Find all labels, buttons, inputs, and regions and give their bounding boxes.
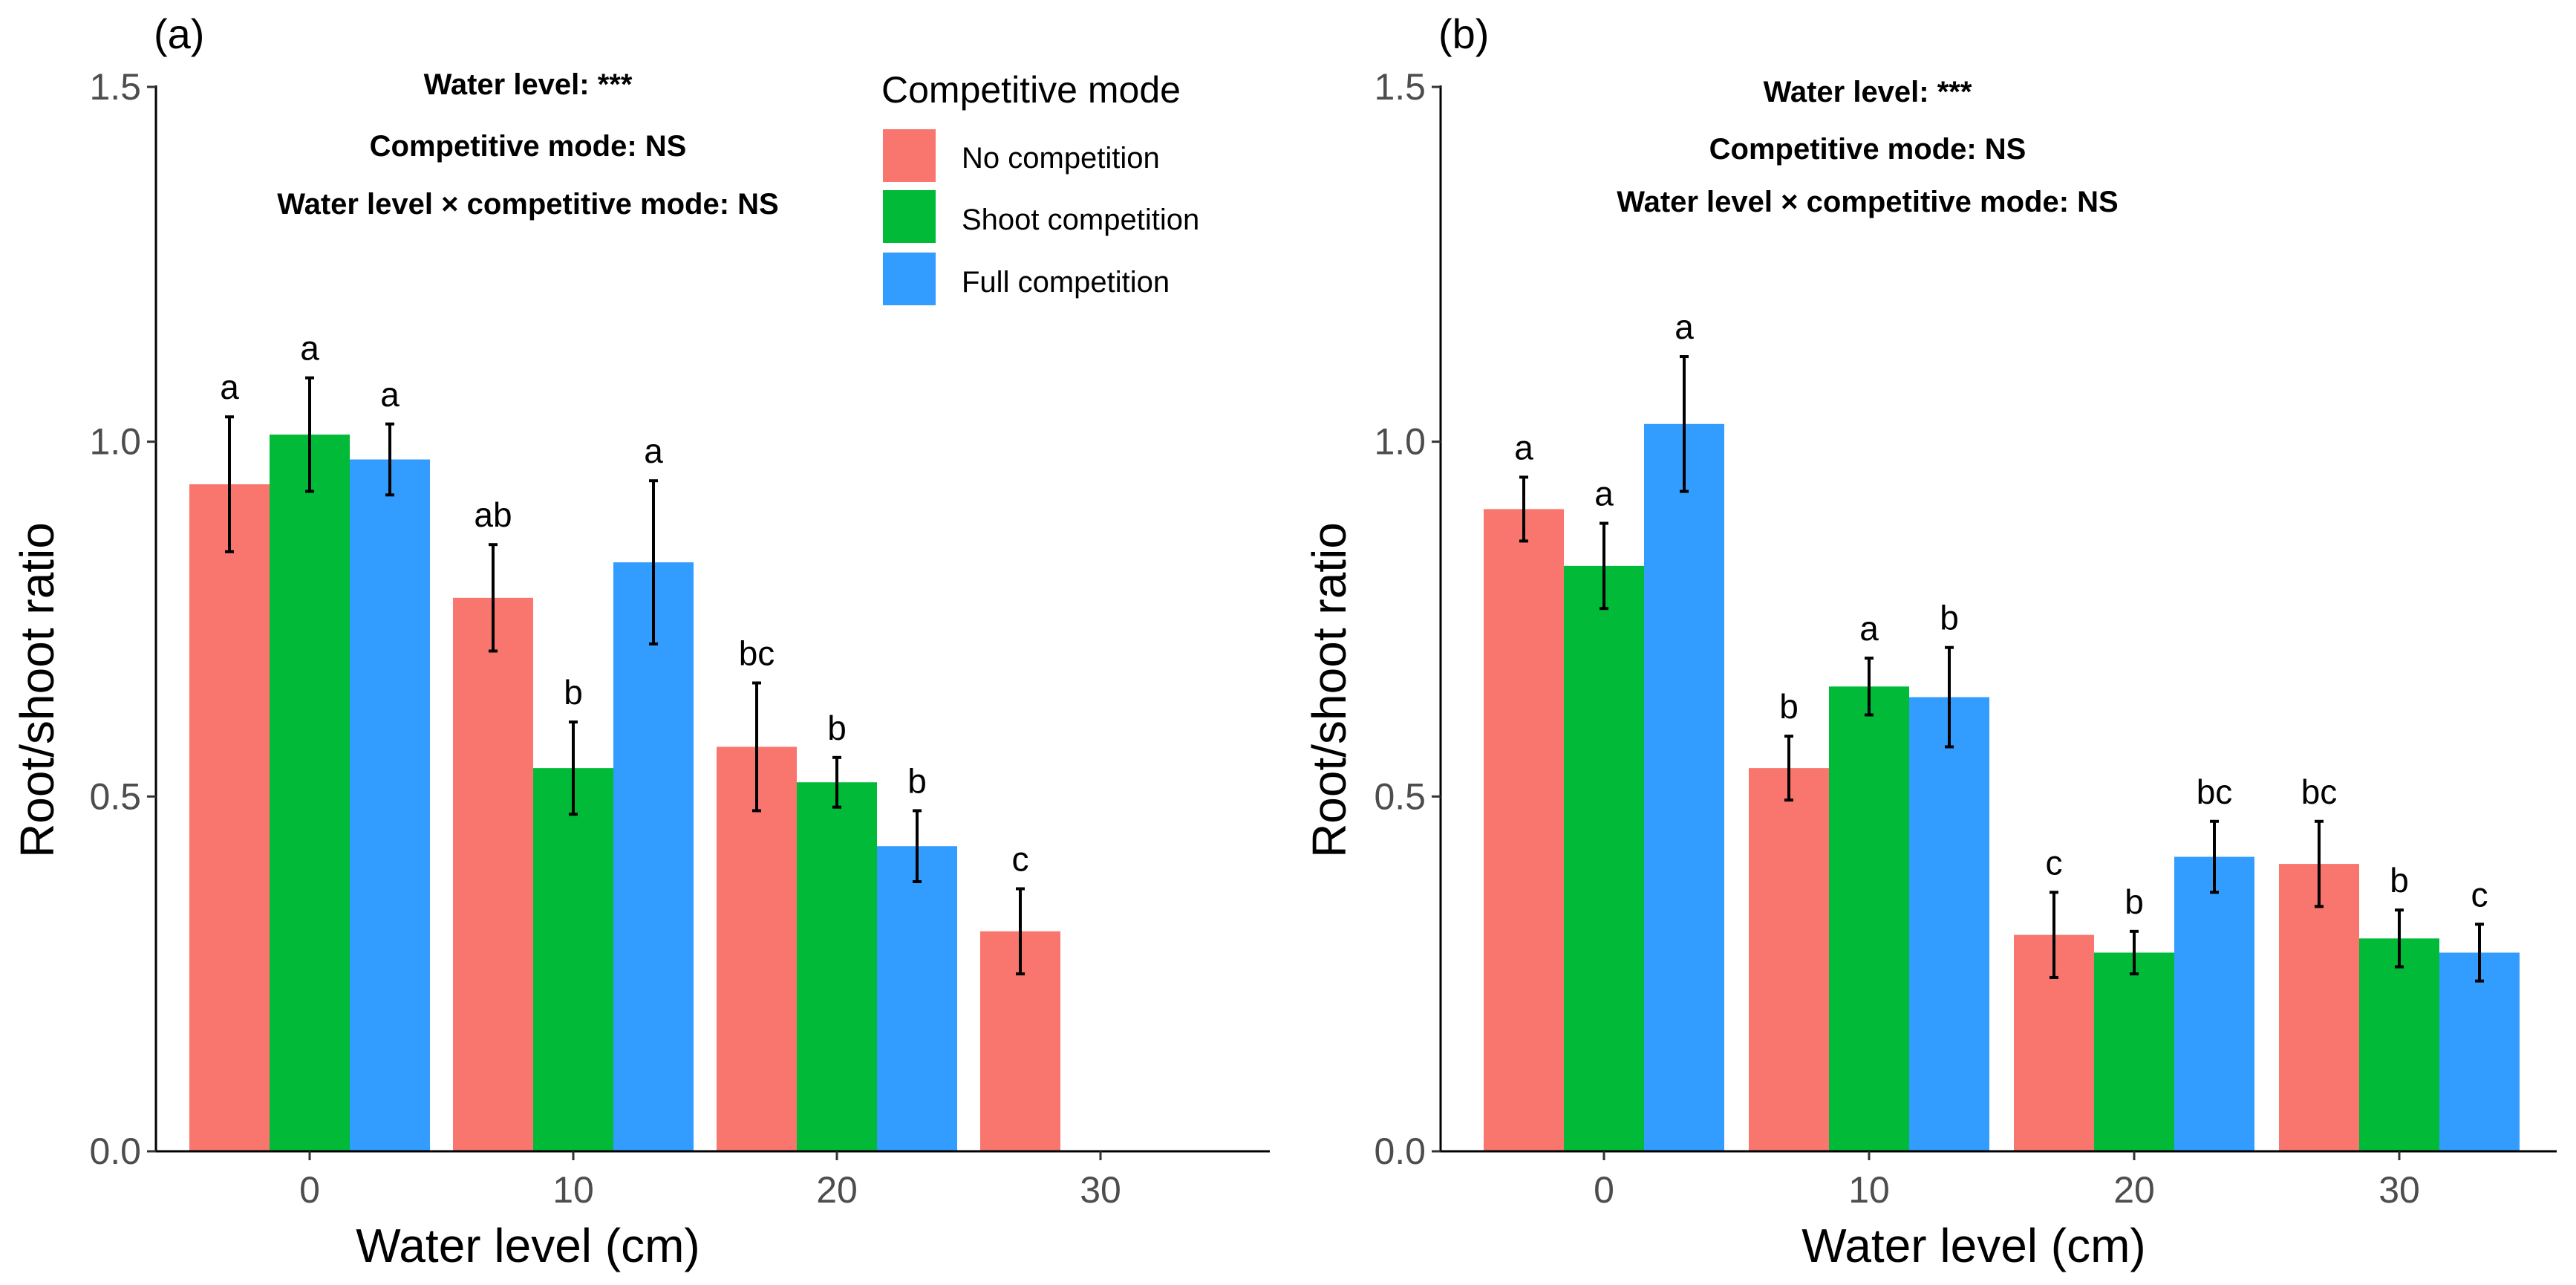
panel-b-y-tick-label-0.5: 0.5 — [1374, 775, 1426, 817]
legend-label-shoot-competition: Shoot competition — [962, 204, 1199, 236]
panel-b-x-tick-label-20: 20 — [2113, 1169, 2155, 1211]
panel-a-bar-no-competition-0 — [189, 484, 270, 1151]
legend-item-no-competition: No competition — [881, 127, 1160, 184]
legend-key-shoot-competition — [883, 190, 936, 243]
panel-a-y-axis-title: Root/shoot ratio — [10, 522, 64, 858]
panel-b-bar-no-competition-30 — [2279, 864, 2359, 1151]
panel-a-bar-full-competition-20 — [877, 846, 957, 1151]
panel-b-x-tick-label-30: 30 — [2378, 1169, 2420, 1211]
panel-b-x-tick-label-0: 0 — [1594, 1169, 1614, 1211]
panel-a-y-tick-label-1.5: 1.5 — [89, 66, 141, 108]
panel-a: (a) Root/shoot ratio Water level (cm) Wa… — [10, 10, 1270, 1272]
panel-a-significance-label-shoot-competition-10: b — [564, 673, 583, 712]
panel-b-significance-label-shoot-competition-30: b — [2390, 861, 2409, 900]
panel-a-bar-full-competition-0 — [350, 459, 430, 1151]
legend: Competitive mode No competition Shoot co… — [881, 69, 1199, 308]
panel-a-bar-shoot-competition-20 — [797, 782, 877, 1151]
panel-b-x-tick-label-10: 10 — [1848, 1169, 1890, 1211]
panel-a-bar-no-competition-10 — [453, 597, 533, 1151]
panel-a-annotation-interaction: Water level × competitive mode: NS — [277, 188, 778, 221]
panel-b-bar-full-competition-0 — [1644, 423, 1724, 1151]
panel-b-bar-shoot-competition-10 — [1829, 686, 1909, 1151]
panel-b-y-tick-label-1.0: 1.0 — [1374, 421, 1426, 463]
panel-b-y-tick-label-0.0: 0.0 — [1374, 1131, 1426, 1172]
panel-a-y-tick-label-0.5: 0.5 — [89, 775, 141, 817]
panel-a-bar-full-competition-10 — [613, 562, 694, 1151]
panel-b-bar-full-competition-10 — [1909, 697, 1989, 1151]
panel-b-significance-label-shoot-competition-10: a — [1859, 609, 1879, 648]
panel-a-significance-label-no-competition-30: c — [1012, 840, 1029, 879]
panel-a-y-tick-label-0.0: 0.0 — [89, 1131, 141, 1172]
panel-b-annotation-interaction: Water level × competitive mode: NS — [1617, 186, 2118, 218]
legend-item-full-competition: Full competition — [881, 250, 1170, 308]
panel-a-bar-shoot-competition-0 — [270, 435, 350, 1151]
panel-b-significance-label-full-competition-0: a — [1675, 308, 1694, 346]
panel-a-significance-label-shoot-competition-0: a — [300, 329, 319, 368]
panel-a-x-tick-label-20: 20 — [816, 1169, 858, 1211]
panel-a-bar-no-competition-20 — [717, 746, 797, 1151]
panel-b-bar-full-competition-20 — [2174, 856, 2254, 1151]
legend-key-no-competition — [883, 129, 936, 182]
panel-b: (b) Root/shoot ratio Water level (cm) Wa… — [1302, 10, 2557, 1272]
panel-a-annotation-water-level: Water level: *** — [424, 68, 633, 101]
panel-a-x-axis-title: Water level (cm) — [356, 1219, 700, 1272]
panel-b-annotation-water-level: Water level: *** — [1764, 76, 1972, 108]
panel-a-significance-label-no-competition-20: bc — [739, 634, 775, 672]
panel-a-x-tick-label-0: 0 — [299, 1169, 320, 1211]
panel-a-bar-shoot-competition-10 — [533, 768, 613, 1151]
panel-b-significance-label-full-competition-30: c — [2471, 875, 2488, 914]
panel-b-y-axis-title: Root/shoot ratio — [1302, 522, 1356, 858]
panel-a-significance-label-full-competition-0: a — [380, 375, 400, 414]
panel-b-significance-label-shoot-competition-0: a — [1594, 475, 1614, 513]
panel-a-significance-label-full-competition-20: b — [907, 761, 927, 800]
panel-a-significance-label-full-competition-10: a — [644, 432, 663, 470]
panel-a-significance-label-shoot-competition-20: b — [827, 709, 847, 747]
panel-b-label: (b) — [1438, 10, 1489, 57]
panel-b-bar-full-competition-30 — [2439, 952, 2520, 1151]
panel-b-bar-shoot-competition-30 — [2359, 938, 2439, 1151]
panel-a-significance-label-no-competition-0: a — [220, 368, 239, 406]
legend-title: Competitive mode — [881, 69, 1181, 111]
panel-b-significance-label-no-competition-0: a — [1514, 428, 1533, 466]
panel-a-y-tick-label-1.0: 1.0 — [89, 421, 141, 463]
panel-b-significance-label-full-competition-10: b — [1940, 599, 1959, 637]
panel-a-label: (a) — [154, 10, 204, 57]
panel-b-bar-no-competition-10 — [1749, 768, 1829, 1151]
panel-b-significance-label-no-competition-20: c — [2046, 843, 2063, 882]
legend-item-shoot-competition: Shoot competition — [881, 188, 1199, 245]
panel-b-y-tick-label-1.5: 1.5 — [1374, 66, 1426, 108]
panel-a-significance-label-no-competition-10: ab — [474, 495, 512, 534]
panel-b-x-axis-title: Water level (cm) — [1801, 1219, 2145, 1272]
panel-b-annotation-competitive-mode: Competitive mode: NS — [1709, 133, 2026, 166]
panel-b-significance-label-no-competition-30: bc — [2301, 772, 2338, 811]
panel-b-bar-shoot-competition-20 — [2094, 952, 2174, 1151]
panel-b-significance-label-no-competition-10: b — [1779, 687, 1799, 726]
panel-a-x-tick-label-30: 30 — [1080, 1169, 1121, 1211]
panel-b-annotations: Water level: *** Competitive mode: NS Wa… — [1617, 76, 2118, 218]
panel-a-annotations: Water level: *** Competitive mode: NS Wa… — [277, 68, 778, 221]
panel-b-significance-label-shoot-competition-20: b — [2125, 882, 2144, 921]
panel-b-significance-label-full-competition-20: bc — [2197, 772, 2233, 811]
legend-label-full-competition: Full competition — [962, 266, 1170, 299]
panel-b-bar-no-competition-0 — [1484, 509, 1564, 1151]
legend-key-full-competition — [883, 253, 936, 305]
panel-b-bar-shoot-competition-0 — [1564, 565, 1644, 1151]
panel-a-annotation-competitive-mode: Competitive mode: NS — [370, 130, 687, 163]
legend-label-no-competition: No competition — [962, 142, 1160, 175]
panel-a-x-tick-label-10: 10 — [552, 1169, 594, 1211]
